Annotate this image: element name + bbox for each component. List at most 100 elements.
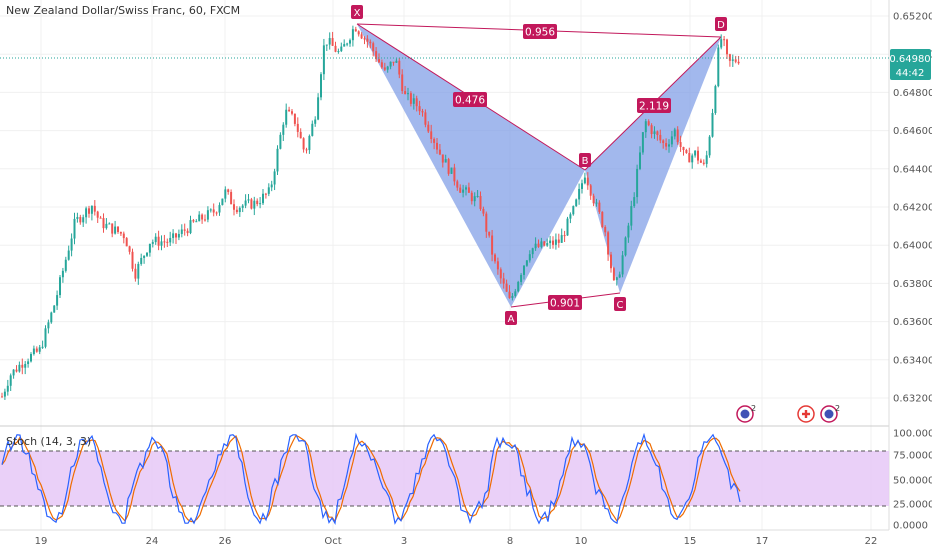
candle	[273, 168, 276, 191]
candle	[697, 146, 699, 165]
candle	[3, 388, 6, 400]
candle	[262, 189, 264, 206]
candles	[1, 25, 740, 400]
candle	[688, 147, 691, 163]
candle	[679, 135, 682, 152]
candle	[35, 346, 38, 353]
stoch-tick: 0.0000	[893, 521, 928, 532]
price-tick: 0.64000	[893, 241, 932, 252]
earnings-icon[interactable]: 2	[736, 404, 756, 423]
candle	[415, 95, 418, 112]
candle	[380, 59, 383, 69]
candle	[209, 208, 212, 213]
candle	[166, 238, 169, 248]
candle	[180, 224, 183, 238]
candle	[111, 223, 114, 238]
candle	[444, 154, 447, 163]
stoch-tick: 50.0000	[893, 476, 932, 487]
candle	[154, 233, 157, 245]
candle	[79, 214, 82, 225]
time-axis[interactable]: 19 24 26 Oct 3 8 10 15 17 22	[35, 536, 878, 547]
candle	[647, 119, 650, 127]
candle	[53, 305, 56, 313]
candle	[314, 116, 317, 127]
candle	[473, 192, 476, 207]
svg-text:A: A	[508, 314, 515, 325]
candle	[491, 229, 494, 262]
candle	[331, 31, 334, 46]
candle	[656, 130, 659, 141]
candle	[531, 247, 534, 259]
candle	[337, 48, 340, 54]
earnings-icon[interactable]: 2	[820, 404, 840, 423]
candle	[140, 253, 143, 266]
candle	[276, 145, 279, 175]
candle	[18, 361, 21, 373]
candle	[148, 243, 151, 257]
candle	[349, 38, 351, 47]
candle	[563, 230, 566, 243]
candle	[720, 34, 723, 50]
candle	[293, 113, 296, 127]
candle	[44, 325, 47, 349]
candle	[470, 190, 473, 205]
candle	[279, 132, 282, 150]
candle	[467, 182, 470, 193]
candle	[227, 188, 230, 195]
candle	[134, 263, 137, 282]
candle	[433, 137, 436, 150]
candle	[668, 139, 670, 153]
candle	[105, 218, 108, 230]
candle	[90, 205, 93, 221]
candle	[386, 65, 389, 73]
candle	[482, 206, 485, 217]
candle	[427, 121, 430, 133]
candle	[662, 139, 665, 149]
candle	[64, 256, 67, 273]
candle	[285, 103, 288, 128]
candle	[699, 158, 702, 163]
candle	[201, 213, 204, 224]
candle	[624, 236, 627, 257]
candle	[99, 215, 102, 219]
candle	[494, 253, 496, 264]
stoch-tick: 25.0000	[893, 500, 932, 511]
candle	[618, 271, 621, 279]
candle	[366, 35, 369, 48]
candle	[589, 184, 592, 200]
price-tick: 0.64800	[893, 88, 932, 99]
price-tick: 0.63400	[893, 355, 932, 366]
candle	[728, 53, 731, 67]
candle	[235, 206, 238, 214]
add-event-icon[interactable]	[797, 405, 815, 423]
candle	[230, 189, 233, 205]
svg-text:0.956: 0.956	[525, 27, 555, 39]
candle	[117, 226, 119, 234]
candle	[546, 238, 549, 247]
candle	[311, 120, 314, 137]
candle	[267, 183, 270, 197]
candle	[383, 62, 386, 72]
candle	[557, 233, 560, 248]
candle	[224, 186, 227, 203]
time-tick: 19	[35, 536, 48, 547]
candle	[412, 93, 415, 110]
event-icons[interactable]: 2 2	[736, 404, 840, 423]
candle	[708, 135, 711, 158]
candle	[357, 30, 360, 37]
candle	[351, 25, 354, 47]
price-tag: 0.64980 44:42	[889, 49, 931, 80]
candle	[633, 192, 636, 208]
candle	[737, 55, 740, 65]
candle	[392, 61, 395, 66]
candle	[322, 38, 325, 81]
candle	[615, 276, 618, 286]
candle	[244, 194, 247, 209]
candle	[395, 58, 398, 63]
pattern-labels: X A B C D 0.476 0.901 2.119 0.956	[351, 5, 727, 325]
candle	[206, 206, 209, 223]
candle	[119, 231, 122, 236]
bat-pattern[interactable]	[356, 23, 722, 308]
candle	[630, 200, 633, 231]
